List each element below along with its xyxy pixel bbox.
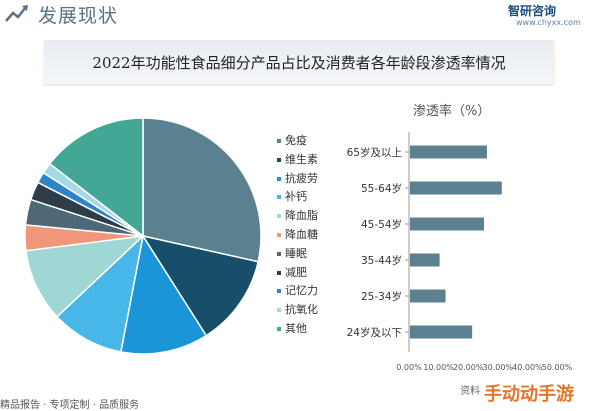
legend-swatch [277,214,281,219]
bar-1 [410,145,487,159]
legend-swatch [277,157,281,162]
bar-2 [410,181,502,195]
pie-slice-5 [25,234,146,318]
legend-item: 降血脂 [277,207,318,226]
legend-item: 补钙 [277,188,318,207]
legend-swatch [277,326,281,331]
legend-swatch [277,270,281,275]
chart-title: 2022年功能性食品细分产品占比及消费者各年龄段渗透率情况 [92,54,506,72]
legend-label: 维生素 [285,152,318,166]
pie-slice-2 [141,234,260,337]
legend-label: 记忆力 [285,284,318,298]
legend-swatch [277,251,281,256]
legend-item: 睡眠 [277,245,318,264]
x-tick-label: 20.00% [453,363,484,372]
legend-label: 睡眠 [285,246,307,260]
legend-item: 抗疲劳 [277,170,318,189]
legend-item: 维生素 [277,151,318,170]
legend-label: 降血糖 [285,227,318,241]
legend-label: 免疫 [285,134,307,147]
legend-label: 补钙 [285,190,307,204]
x-tick-label: 30.00% [483,363,514,372]
chart-icon [5,5,28,22]
bar-chart-title: 渗透率（%） [413,104,491,119]
bar-6 [410,325,473,339]
legend-swatch [277,176,281,181]
footer-slogan: 精品报告 · 专项定制 · 品质服务 [0,400,140,411]
bar-category-label: 35-44岁 [361,254,402,267]
bar-category-label: 45-54岁 [361,218,402,231]
legend-label: 减肥 [285,265,307,279]
legend-item: 抗氧化 [277,301,318,320]
legend-item: 免疫 [277,132,318,151]
legend-label: 其他 [285,321,307,335]
bar-category-label: 55-64岁 [361,182,402,195]
bar-category-label: 65岁及以上 [347,146,402,159]
logo: 智研咨询 [508,4,557,18]
legend-item: 降血糖 [277,226,318,245]
legend-swatch [277,195,281,200]
x-tick-label: 10.00% [423,363,454,372]
bar-category-label: 25-34岁 [361,290,402,303]
pie-slice-1 [142,117,262,263]
x-tick-label: 40.00% [512,363,543,372]
legend-swatch [277,139,281,143]
legend-label: 抗氧化 [285,303,318,317]
legend-item: 其他 [277,320,318,339]
legend-item: 记忆力 [277,282,318,301]
bar-category-label: 24岁及以下 [347,326,402,339]
section-title: 发展现状 [38,5,119,27]
x-tick-label: 0.00% [396,363,422,372]
bar-5 [410,289,446,303]
watermark-logo: 手动动手游 [484,384,574,405]
x-tick-label: 50.00% [542,363,573,372]
bar-3 [410,217,484,231]
logo-url: www.chyxx.com [516,18,581,27]
bar-4 [410,253,440,267]
legend-swatch [277,308,281,313]
legend-label: 降血脂 [285,209,318,223]
legend-swatch [277,289,281,294]
source-label: 资料 [460,386,480,397]
legend-label: 抗疲劳 [285,171,318,185]
pie-slice-3 [120,233,208,355]
pie-legend: 免疫维生素抗疲劳补钙降血脂降血糖睡眠减肥记忆力抗氧化其他 [277,132,318,339]
chart-title-banner: 2022年功能性食品细分产品占比及消费者各年龄段渗透率情况 [44,40,554,84]
legend-swatch [277,232,281,237]
legend-item: 减肥 [277,264,318,283]
pie-slice-4 [55,233,145,353]
header-bar: 发展现状 智研咨询 www.chyxx.com [0,0,594,30]
pie-slice-11 [48,117,144,238]
